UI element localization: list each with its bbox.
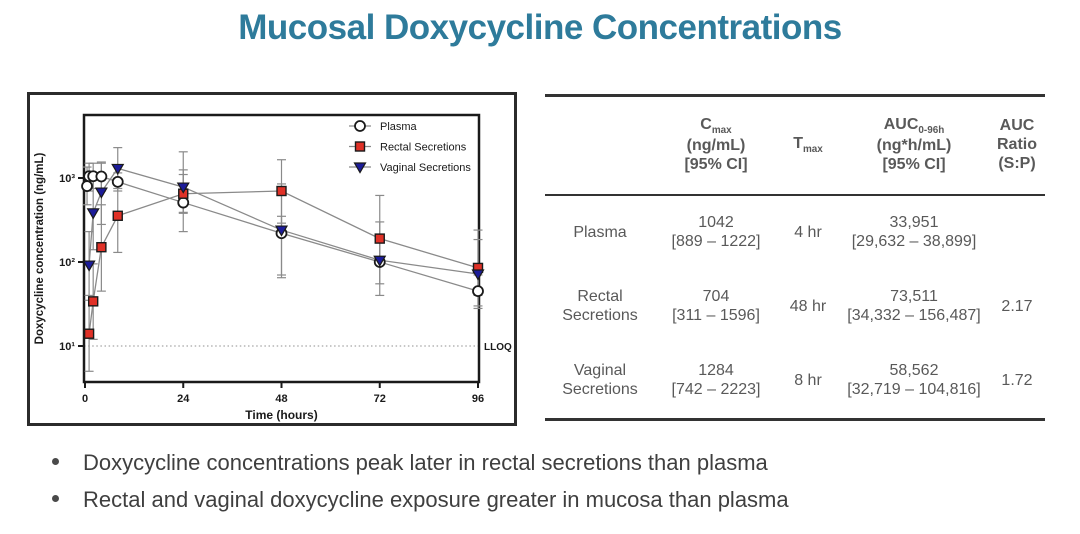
chart-legend: Plasma Rectal Secretions Vaginal Secretion… [349, 120, 471, 174]
row-label: Rectal Secretions [562, 288, 638, 324]
bullet-dot-icon [52, 458, 59, 465]
page-title: Mucosal Doxycycline Concentrations [238, 8, 842, 47]
y-axis-label: Doxycycline concentration (ng/mL) [34, 152, 46, 344]
auc-cell: 33,951 [29,632 – 38,899] [851, 214, 977, 250]
y-tick-label: 10³ [59, 173, 75, 185]
col-header-cmax: Cmax (ng/mL) [95% CI] [684, 116, 748, 173]
legend-label: Vaginal Secretions [380, 162, 471, 174]
auc-cell: 58,562 [32,719 – 104,816] [847, 362, 981, 398]
error-bars [82, 147, 483, 372]
y-tick-label: 10¹ [59, 341, 75, 353]
x-tick-label: 72 [374, 393, 386, 405]
cmax-cell: 1042 [889 – 1222] [671, 214, 761, 250]
x-tick-label: 0 [82, 393, 88, 405]
x-tick-label: 48 [275, 393, 287, 405]
col-header-auc-ratio: AUC Ratio (S:P) [997, 117, 1037, 172]
auc-ratio-cell: 2.17 [1001, 297, 1033, 315]
row-label: Plasma [573, 223, 627, 241]
tmax-cell: 4 hr [794, 223, 822, 241]
tmax-cell: 8 hr [794, 371, 822, 389]
legend-label: Plasma [380, 121, 418, 133]
lloq-label: LLOQ [484, 342, 512, 353]
cmax-cell: 704 [311 – 1596] [672, 288, 760, 324]
legend-label: Rectal Secretions [380, 142, 467, 154]
cmax-cell: 1284 [742 – 2223] [671, 362, 761, 398]
bullet-item: Doxycycline concentrations peak later in… [52, 450, 1032, 476]
col-header-auc: AUC0-96h (ng*h/mL) [95% CI] [876, 116, 952, 173]
x-tick-label: 96 [472, 393, 484, 405]
pk-parameters-table: Cmax (ng/mL) [95% CI] Tmax AUC0-96h (ng*… [545, 94, 1045, 421]
bullet-dot-icon [52, 495, 59, 502]
takeaway-bullets: Doxycycline concentrations peak later in… [52, 450, 1032, 524]
table-row-plasma: Plasma 1042 [889 – 1222] 4 hr 33,951 [29… [545, 196, 1045, 270]
auc-cell: 73,511 [34,332 – 156,487] [847, 288, 981, 324]
bullet-item: Rectal and vaginal doxycycline exposure … [52, 487, 1032, 513]
x-axis-label: Time (hours) [245, 408, 317, 422]
pk-chart-svg: LLOQ 10¹ 10² 10³ 0 24 48 72 96 Doxycycline concen… [34, 113, 512, 422]
series-vaginal-secretions [82, 163, 485, 281]
series-rectal-secretions [83, 185, 484, 339]
row-label: Vaginal Secretions [562, 362, 638, 398]
x-tick-label: 24 [177, 393, 190, 405]
concentration-chart-panel: LLOQ 10¹ 10² 10³ 0 24 48 72 96 Doxycycline concen… [27, 92, 517, 426]
auc-ratio-cell: 1.72 [1001, 371, 1033, 389]
table-row-rectal: Rectal Secretions 704 [311 – 1596] 48 hr… [545, 270, 1045, 344]
col-header-tmax: Tmax [793, 135, 823, 156]
table-header-row: Cmax (ng/mL) [95% CI] Tmax AUC0-96h (ng*… [545, 97, 1045, 196]
table-row-vaginal: Vaginal Secretions 1284 [742 – 2223] 8 h… [545, 344, 1045, 418]
series-line-rectal-secretions [88, 190, 479, 334]
y-tick-label: 10² [59, 257, 75, 269]
tmax-cell: 48 hr [789, 297, 827, 315]
series-markers [81, 163, 485, 339]
